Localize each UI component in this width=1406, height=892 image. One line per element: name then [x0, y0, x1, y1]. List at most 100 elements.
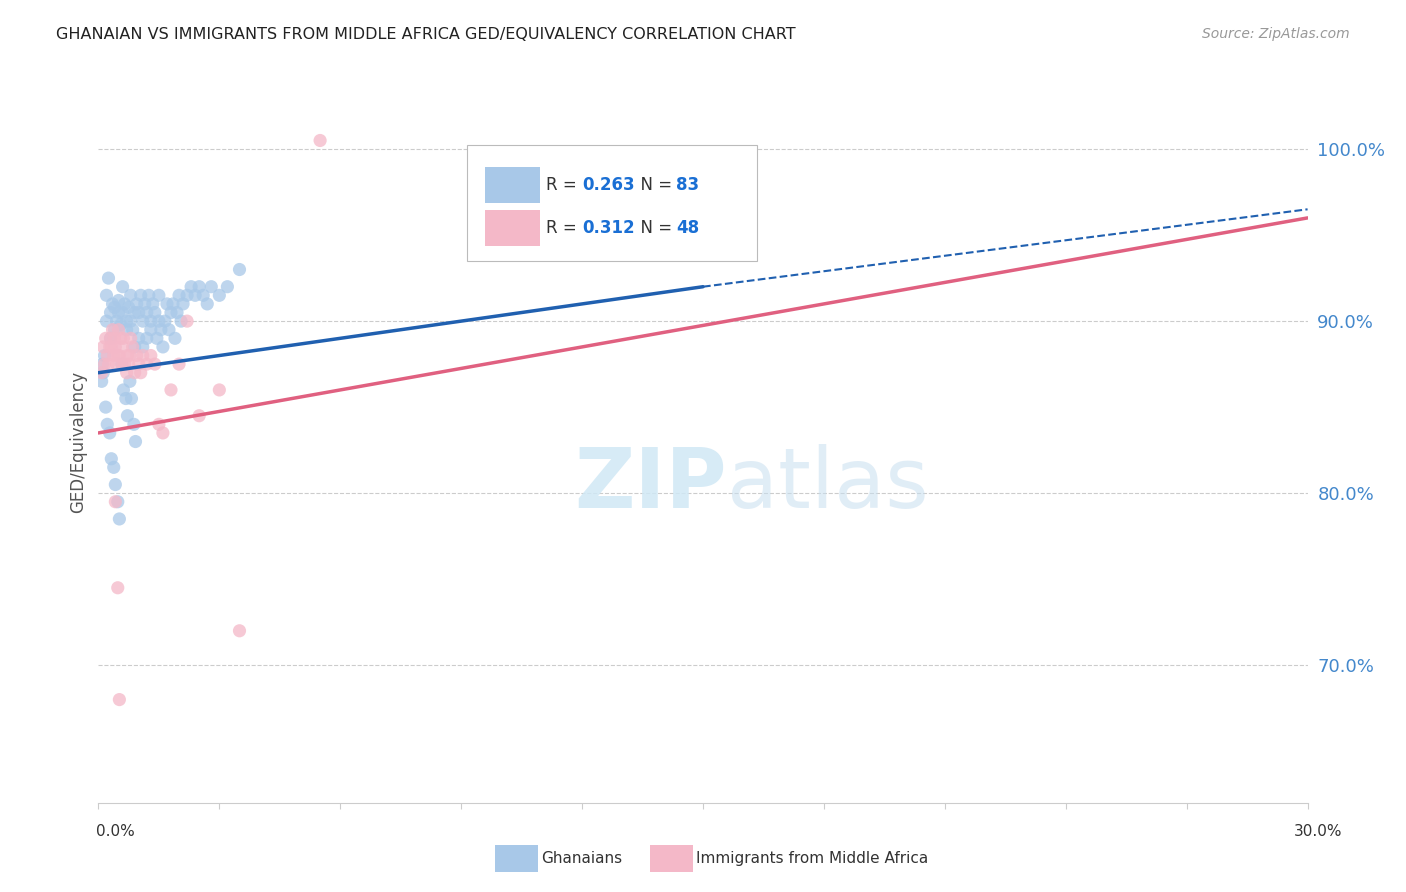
Point	[93, 349, 115, 363]
Point	[94, 400, 117, 414]
Point	[134, 297, 156, 311]
Point	[208, 383, 231, 397]
Point	[118, 357, 141, 371]
Text: 48: 48	[676, 219, 700, 237]
Point	[167, 357, 190, 371]
Point	[104, 340, 127, 354]
Point	[100, 340, 122, 354]
Text: 0.263: 0.263	[582, 176, 634, 194]
Point	[152, 425, 174, 440]
Point	[228, 262, 250, 277]
Point	[195, 297, 218, 311]
Y-axis label: GED/Equivalency: GED/Equivalency	[69, 370, 87, 513]
Point	[132, 340, 155, 354]
Point	[128, 305, 150, 319]
Point	[142, 297, 165, 311]
Point	[129, 366, 152, 380]
Point	[97, 271, 120, 285]
Point	[111, 305, 134, 319]
Point	[188, 409, 211, 423]
Point	[132, 314, 155, 328]
Point	[103, 323, 125, 337]
Point	[148, 314, 170, 328]
Point	[117, 349, 139, 363]
Point	[108, 512, 131, 526]
Point	[129, 288, 152, 302]
FancyBboxPatch shape	[467, 145, 758, 260]
Point	[193, 288, 215, 302]
Point	[100, 331, 122, 345]
Text: R =: R =	[546, 219, 582, 237]
Point	[135, 331, 157, 345]
Text: R =: R =	[546, 176, 582, 194]
Point	[90, 366, 112, 380]
Point	[176, 314, 198, 328]
Point	[118, 375, 141, 389]
Point	[120, 288, 142, 302]
Point	[112, 383, 135, 397]
Text: N =: N =	[630, 176, 678, 194]
Point	[94, 331, 117, 345]
Point	[107, 323, 129, 337]
Point	[103, 301, 125, 315]
Point	[111, 357, 134, 371]
Point	[103, 349, 125, 363]
Point	[163, 331, 186, 345]
Point	[105, 357, 128, 371]
Point	[132, 349, 155, 363]
Point	[111, 357, 134, 371]
Point	[105, 314, 128, 328]
Point	[157, 323, 180, 337]
Point	[91, 366, 114, 380]
Text: N =: N =	[630, 219, 678, 237]
Point	[124, 340, 146, 354]
Point	[93, 357, 115, 371]
Point	[128, 357, 150, 371]
Point	[114, 357, 136, 371]
Point	[120, 314, 142, 328]
Point	[110, 331, 132, 345]
Point	[309, 133, 332, 147]
Point	[125, 349, 148, 363]
Text: Ghanaians: Ghanaians	[541, 851, 623, 865]
Text: 83: 83	[676, 176, 700, 194]
Point	[167, 288, 190, 302]
Point	[139, 314, 162, 328]
Point	[117, 409, 139, 423]
Text: 0.312: 0.312	[582, 219, 634, 237]
Point	[96, 314, 118, 328]
Point	[108, 692, 131, 706]
Point	[115, 366, 138, 380]
Point	[208, 288, 231, 302]
Point	[124, 305, 146, 319]
Point	[122, 417, 145, 432]
Point	[180, 279, 202, 293]
Point	[135, 305, 157, 319]
Point	[114, 297, 136, 311]
Point	[139, 349, 162, 363]
Point	[148, 288, 170, 302]
Point	[96, 349, 118, 363]
Point	[98, 340, 121, 354]
Text: atlas: atlas	[727, 444, 929, 525]
Text: Source: ZipAtlas.com: Source: ZipAtlas.com	[1202, 27, 1350, 41]
Point	[100, 451, 122, 466]
FancyBboxPatch shape	[485, 211, 540, 246]
Point	[108, 349, 131, 363]
FancyBboxPatch shape	[485, 167, 540, 203]
Point	[124, 434, 146, 449]
Point	[188, 279, 211, 293]
Point	[124, 366, 146, 380]
Point	[160, 383, 183, 397]
Point	[121, 392, 143, 406]
Text: ZIP: ZIP	[575, 444, 727, 525]
Point	[115, 314, 138, 328]
Point	[100, 331, 122, 345]
Point	[104, 477, 127, 491]
Point	[110, 318, 132, 332]
Point	[115, 323, 138, 337]
Point	[128, 331, 150, 345]
Point	[103, 460, 125, 475]
Point	[184, 288, 207, 302]
Point	[160, 305, 183, 319]
